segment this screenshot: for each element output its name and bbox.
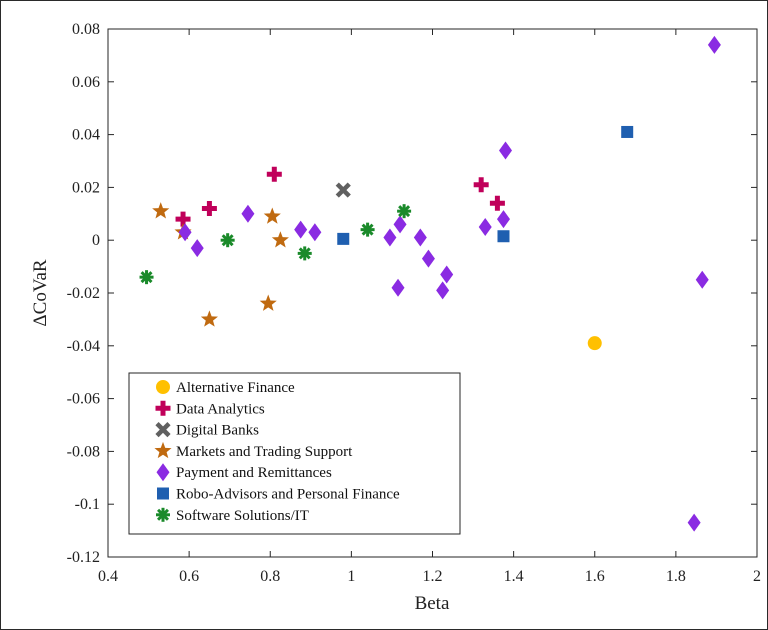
legend-label: Robo-Advisors and Personal Finance xyxy=(176,487,400,503)
data-point-star xyxy=(259,294,277,311)
data-point-circle xyxy=(587,336,602,351)
data-point-diamond xyxy=(241,204,255,223)
data-point-diamond xyxy=(436,281,450,300)
legend-label: Data Analytics xyxy=(176,401,265,417)
data-point-plus xyxy=(489,195,505,211)
y-tick-label: -0.06 xyxy=(67,391,100,408)
data-point-asterisk xyxy=(360,222,375,237)
data-point-star xyxy=(263,207,281,224)
y-tick-label: -0.12 xyxy=(67,549,100,566)
data-point-diamond xyxy=(687,513,701,532)
data-point-diamond xyxy=(421,249,435,268)
data-point-diamond xyxy=(383,228,397,247)
data-point-asterisk xyxy=(220,233,235,248)
y-tick-label: -0.08 xyxy=(67,443,100,460)
legend-marker-square xyxy=(157,487,169,500)
y-tick-label: 0.04 xyxy=(72,127,100,144)
data-point-diamond xyxy=(413,228,427,247)
x-tick-label: 1.8 xyxy=(666,568,686,585)
data-point-diamond xyxy=(707,35,721,54)
x-tick-label: 0.6 xyxy=(179,568,199,585)
data-point-star xyxy=(271,231,289,248)
data-point-diamond xyxy=(178,223,192,242)
y-tick-label: 0 xyxy=(92,232,100,249)
data-point-diamond xyxy=(393,215,407,234)
y-axis-label: ΔCoVaR xyxy=(30,259,51,326)
x-tick-label: 1.6 xyxy=(585,568,605,585)
legend-label: Digital Banks xyxy=(176,423,259,439)
x-tick-label: 2 xyxy=(753,568,761,585)
data-point-plus xyxy=(266,166,282,182)
legend-marker-x xyxy=(155,422,171,438)
data-point-diamond xyxy=(496,210,510,229)
legend-marker-circle xyxy=(156,380,170,394)
legend-box xyxy=(128,372,461,535)
x-tick-label: 1.2 xyxy=(423,568,443,585)
legend-label: Markets and Trading Support xyxy=(176,444,353,460)
x-tick-label: 0.8 xyxy=(260,568,280,585)
data-point-star xyxy=(152,202,170,219)
axis-ticks: 0.4 0.6 0.8 1 1.2 1.4 1.6 1.8 2 0.08 0.06 0.04 0.02 0… xyxy=(67,21,761,585)
legend-label: Software Solutions/IT xyxy=(176,508,309,524)
data-point-diamond xyxy=(391,278,405,297)
data-point-diamond xyxy=(190,239,204,258)
data-point-square xyxy=(497,230,510,243)
data-point-square xyxy=(621,125,634,138)
data-points xyxy=(139,35,721,532)
data-point-plus xyxy=(201,201,217,217)
y-tick-label: -0.04 xyxy=(67,338,100,355)
legend-label: Alternative Finance xyxy=(176,380,295,396)
data-point-diamond xyxy=(695,270,709,289)
data-point-diamond xyxy=(499,141,513,160)
data-point-asterisk xyxy=(297,246,312,261)
x-tick-label: 1.4 xyxy=(504,568,524,585)
y-tick-label: 0.06 xyxy=(72,74,100,91)
y-tick-label: 0.08 xyxy=(72,21,100,38)
data-point-plus xyxy=(473,177,489,193)
data-point-asterisk xyxy=(139,270,154,285)
x-tick-label: 1 xyxy=(347,568,355,585)
y-tick-label: -0.02 xyxy=(67,285,100,302)
data-point-asterisk xyxy=(397,204,412,219)
data-point-diamond xyxy=(478,218,492,236)
data-point-plus xyxy=(175,211,191,227)
data-point-square xyxy=(337,232,350,245)
legend-label: Payment and Remittances xyxy=(176,465,332,481)
data-point-diamond xyxy=(294,220,308,239)
legend-marker-asterisk xyxy=(156,507,170,522)
x-tick-label: 0.4 xyxy=(98,568,118,585)
legend-marker-star xyxy=(154,441,172,459)
data-point-diamond xyxy=(440,265,454,284)
data-point-star xyxy=(200,310,218,327)
x-axis-label: Beta xyxy=(415,593,450,614)
legend: Alternative Finance Data Analytics Digital… xyxy=(128,372,461,535)
y-tick-label: -0.1 xyxy=(75,496,100,513)
data-point-diamond xyxy=(308,223,322,242)
data-point-x xyxy=(335,182,351,198)
y-tick-label: 0.02 xyxy=(72,179,100,196)
legend-marker-plus xyxy=(155,400,171,416)
legend-marker-diamond xyxy=(156,463,170,482)
